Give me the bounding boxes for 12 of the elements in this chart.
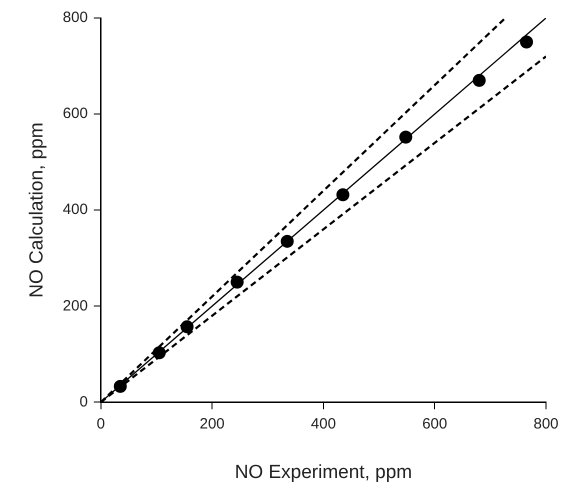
x-tick-label: 200: [200, 415, 225, 432]
y-tick-label: 200: [62, 297, 88, 314]
y-tick-label: 400: [62, 201, 88, 218]
x-axis-title: NO Experiment, ppm: [234, 462, 412, 483]
x-tick-label: 600: [422, 415, 448, 432]
y-axis-title: NO Calculation, ppm: [26, 122, 48, 298]
x-tick-label: 0: [96, 415, 105, 432]
y-tick-label: 800: [62, 9, 88, 26]
x-tick-label: 800: [533, 415, 559, 432]
y-tick-label: 600: [62, 105, 88, 122]
x-tick-label: 400: [310, 415, 336, 432]
y-tick-label: 0: [79, 393, 88, 410]
